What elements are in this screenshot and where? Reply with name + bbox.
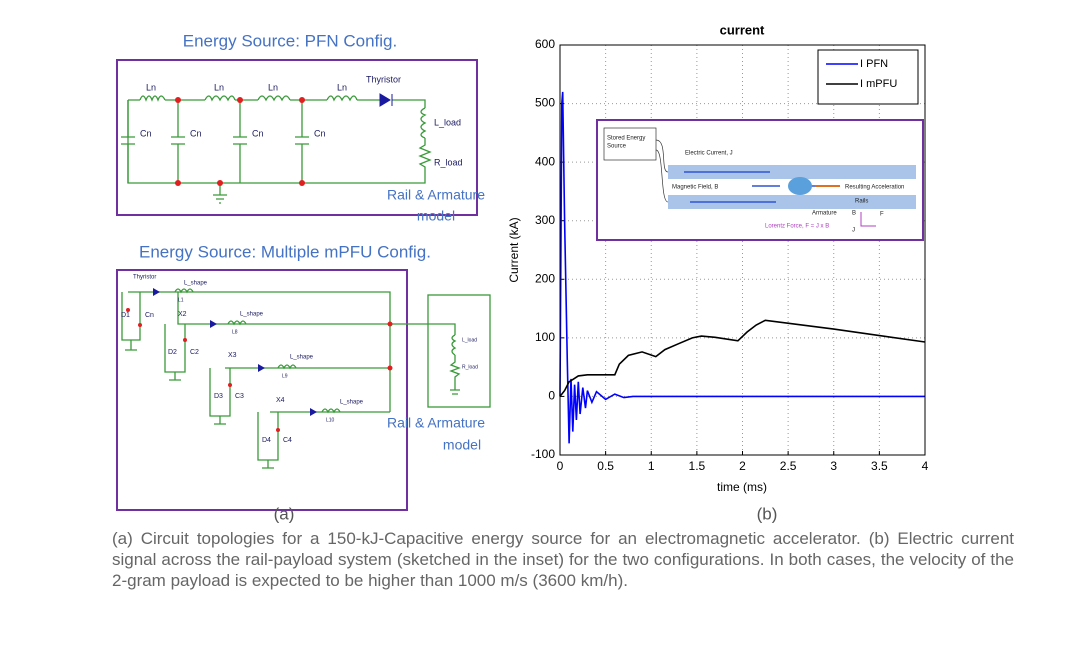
inset-label: Rails <box>855 199 868 205</box>
y-tick-label: 300 <box>535 213 555 227</box>
load-box <box>427 294 491 408</box>
plot: 0 0.5 1 1.5 2 2.5 3 3.5 4-1000100200300400500600… <box>531 37 929 473</box>
nodes <box>175 97 305 186</box>
label: D2 <box>168 349 177 356</box>
label: Cn <box>145 312 154 319</box>
caption: (a) Circuit topologies for a 150-kJ-Capa… <box>112 529 1014 590</box>
y-axis-label: Current (kA) <box>507 217 521 282</box>
label: Ln <box>214 82 224 92</box>
label: Cn <box>252 128 264 138</box>
label: X4 <box>276 397 285 404</box>
series-line <box>559 319 926 397</box>
y-tick-label: 100 <box>535 330 555 344</box>
pfn-wires <box>121 95 432 204</box>
legend <box>817 49 919 105</box>
label: Rail & Armature <box>387 187 485 203</box>
mpfu-title: Energy Source: Multiple mPFU Config. <box>139 242 431 261</box>
inset-label: Lorentz Force, F = J x B <box>765 224 829 230</box>
label: D4 <box>262 437 271 444</box>
label: C4 <box>283 437 292 444</box>
x-tick-label: 2 <box>739 459 746 473</box>
label: Thyristor <box>366 74 401 84</box>
label: X2 <box>178 311 187 318</box>
y-tick-label: 200 <box>535 271 555 285</box>
label: L8 <box>232 329 238 335</box>
nodes <box>126 308 393 432</box>
label: R_load <box>462 364 478 370</box>
inset-label: Armature <box>812 211 837 217</box>
x-tick-label: 3.5 <box>871 459 888 473</box>
x-tick-label: 1 <box>648 459 655 473</box>
panel-label: (a) <box>274 504 295 523</box>
inset-label: F <box>880 212 884 218</box>
y-tick-label: 0 <box>548 389 555 403</box>
label: Ln <box>146 82 156 92</box>
y-tick-label: -100 <box>531 447 555 461</box>
mpfu-box <box>116 269 408 511</box>
inset-label: Source <box>607 144 627 150</box>
label: C2 <box>190 349 199 356</box>
label: L10 <box>326 417 335 423</box>
inset-label: B <box>852 211 856 217</box>
x-tick-label: 2.5 <box>780 459 797 473</box>
legend-label: I mPFU <box>860 78 897 90</box>
series-line <box>559 91 925 444</box>
inset-label: J <box>852 228 855 234</box>
inset-label: Electric Current, J <box>685 151 733 157</box>
label: D1 <box>121 312 130 319</box>
mpfu-wires <box>121 288 461 469</box>
axes-box <box>559 44 926 456</box>
label: X3 <box>228 352 237 359</box>
label: model <box>417 208 455 224</box>
inset-label: Resulting Acceleration <box>845 185 904 191</box>
label: L_shape <box>340 400 364 406</box>
chart-title: current <box>720 22 765 37</box>
label: model <box>443 437 481 453</box>
thyristor <box>379 93 393 107</box>
figure: Energy Source: PFN Config. Ln Ln Ln Ln C… <box>116 22 929 523</box>
label: L_shape <box>240 312 264 318</box>
x-tick-label: 4 <box>922 459 929 473</box>
x-tick-label: 3 <box>830 459 837 473</box>
label: L1 <box>178 297 184 303</box>
panel-label: (b) <box>757 504 778 523</box>
label: C3 <box>235 393 244 400</box>
label: L_shape <box>290 355 314 361</box>
legend-label: I PFN <box>860 58 888 70</box>
x-axis-label: time (ms) <box>717 480 767 494</box>
x-tick-label: 1.5 <box>689 459 706 473</box>
inset: Stored Energy Source Electric Current, J… <box>596 119 924 241</box>
y-tick-label: 400 <box>535 154 555 168</box>
pfn-box <box>116 59 478 216</box>
label: L9 <box>282 373 288 379</box>
x-tick-label: 0.5 <box>597 459 614 473</box>
label: Thyristor <box>133 275 156 281</box>
x-tick-label: 0 <box>557 459 564 473</box>
label: Cn <box>314 128 326 138</box>
label: Rail & Armature <box>387 415 485 431</box>
inset-label: Magnetic Field, B <box>672 185 718 191</box>
label: R_load <box>434 157 463 167</box>
label: Cn <box>140 128 152 138</box>
label: L_shape <box>184 281 208 287</box>
pfn-title: Energy Source: PFN Config. <box>183 31 397 50</box>
y-tick-label: 600 <box>535 37 555 51</box>
label: Cn <box>190 128 202 138</box>
label: L_load <box>434 117 461 127</box>
y-tick-label: 500 <box>535 96 555 110</box>
label: Ln <box>268 82 278 92</box>
label: D3 <box>214 393 223 400</box>
inset-label: Stored Energy <box>607 136 645 142</box>
label: Ln <box>337 82 347 92</box>
label: L_load <box>462 337 477 343</box>
